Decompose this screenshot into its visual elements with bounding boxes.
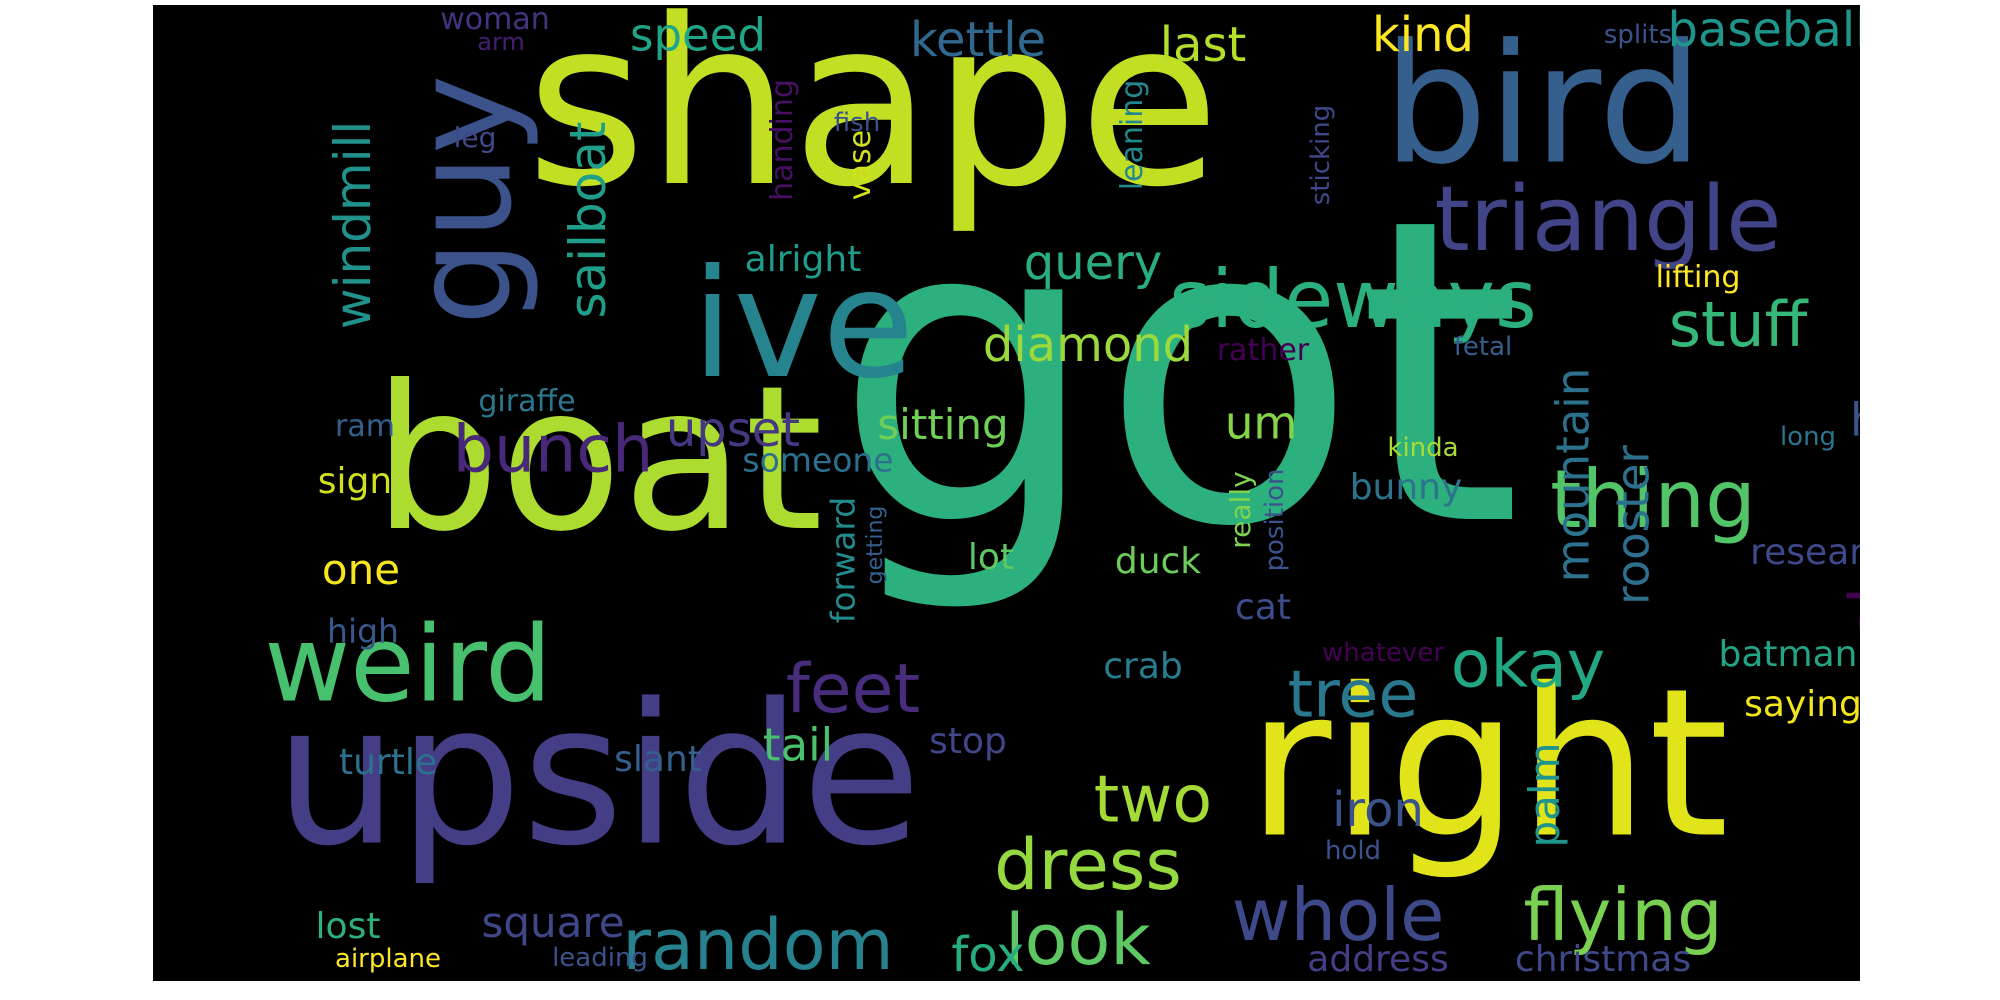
- word-splits: splits: [1603, 20, 1673, 50]
- word-look: look: [1005, 899, 1151, 981]
- word-one: one: [321, 545, 401, 594]
- word-two: two: [1093, 762, 1213, 838]
- word-sailboat: sailboat: [559, 121, 617, 319]
- word-got: got: [833, 130, 1523, 619]
- word-rooster: rooster: [1606, 445, 1660, 605]
- word-mountain: mountain: [1546, 367, 1600, 583]
- word-position: position: [1260, 468, 1290, 572]
- word-feet: feet: [785, 650, 921, 729]
- word-crab: crab: [1103, 646, 1183, 687]
- word-kind: kind: [1371, 7, 1475, 63]
- word-batman: batman: [1718, 634, 1858, 675]
- word-okay: okay: [1450, 627, 1606, 703]
- word-sign: sign: [317, 461, 393, 502]
- word-kinda: kinda: [1387, 433, 1459, 463]
- word-woman: woman: [440, 5, 550, 37]
- word-ok: ok: [1836, 568, 1860, 642]
- word-lost: lost: [315, 906, 381, 947]
- word-thing: thing: [1550, 453, 1756, 546]
- word-alright: alright: [744, 239, 862, 280]
- word-boat: boat: [372, 343, 824, 576]
- word-windmill: windmill: [324, 120, 382, 330]
- word-last: last: [1159, 17, 1247, 73]
- word-whatever: whatever: [1322, 638, 1444, 668]
- word-forward: forward: [823, 496, 863, 624]
- word-diamond: diamond: [982, 317, 1194, 373]
- word-leg: leg: [453, 121, 497, 154]
- word-tree: tree: [1287, 657, 1419, 733]
- word-right: right: [1247, 645, 1729, 884]
- word-leading: leading: [552, 943, 648, 973]
- word-duck: duck: [1114, 541, 1202, 582]
- word-dress: dress: [994, 824, 1182, 906]
- word-square: square: [481, 898, 625, 947]
- word-lifting: lifting: [1655, 260, 1741, 295]
- word-kettle: kettle: [909, 12, 1047, 68]
- word-um: um: [1224, 396, 1298, 450]
- word-handing: handing: [765, 79, 800, 201]
- word-slant: slant: [614, 739, 702, 780]
- word-iron: iron: [1332, 782, 1424, 838]
- word-vase: vase: [843, 129, 878, 201]
- word-someone: someone: [742, 440, 894, 480]
- word-high: high: [327, 611, 399, 651]
- word-stuff: stuff: [1668, 288, 1808, 361]
- word-rather: rather: [1216, 333, 1310, 368]
- word-random: random: [622, 904, 894, 981]
- word-lot: lot: [967, 537, 1015, 578]
- word-sideways: sideways: [1169, 253, 1537, 346]
- word-cat: cat: [1235, 587, 1291, 628]
- word-ive: ive: [691, 238, 915, 412]
- word-bunny: bunny: [1349, 467, 1463, 508]
- word-bird: bird: [1382, 8, 1704, 201]
- word-giraffe: giraffe: [478, 384, 576, 419]
- word-arm: arm: [477, 28, 525, 56]
- word-airplane: airplane: [335, 944, 441, 974]
- word-upside: upside: [274, 661, 922, 889]
- word-fetal: fetal: [1453, 332, 1513, 362]
- word-house: house: [1850, 398, 1860, 443]
- word-query: query: [1023, 235, 1163, 291]
- word-turtle: turtle: [339, 742, 437, 783]
- word-research: research: [1750, 532, 1860, 573]
- word-shape: shape: [525, 5, 1221, 238]
- word-getting: getting: [863, 505, 888, 585]
- word-baseball: baseball: [1667, 5, 1860, 58]
- word-cloud: got shape boat right upside bird ive guy…: [153, 5, 1860, 981]
- word-palm: palm: [1520, 742, 1569, 848]
- word-flying: flying: [1523, 873, 1723, 957]
- word-speed: speed: [630, 8, 766, 62]
- word-guy: guy: [384, 74, 542, 326]
- word-weird: weird: [264, 603, 552, 726]
- word-upset: upset: [665, 402, 801, 458]
- word-address: address: [1307, 939, 1449, 980]
- word-tail: tail: [762, 718, 834, 772]
- word-ram: ram: [335, 409, 395, 444]
- word-really: really: [1224, 471, 1257, 549]
- word-long: long: [1779, 422, 1837, 452]
- word-triangle: triangle: [1434, 167, 1782, 272]
- word-sitting: sitting: [877, 400, 1009, 449]
- word-christmas: christmas: [1514, 939, 1692, 980]
- word-hold: hold: [1324, 836, 1382, 866]
- word-fish: fish: [833, 108, 881, 138]
- word-bunch: bunch: [452, 412, 654, 488]
- word-saying: saying: [1744, 684, 1860, 725]
- word-sticking: sticking: [1306, 104, 1336, 206]
- word-whole: whole: [1231, 873, 1445, 957]
- word-fox: fox: [951, 927, 1025, 981]
- word-leaning: leaning: [1115, 79, 1150, 191]
- word-stop: stop: [929, 721, 1007, 762]
